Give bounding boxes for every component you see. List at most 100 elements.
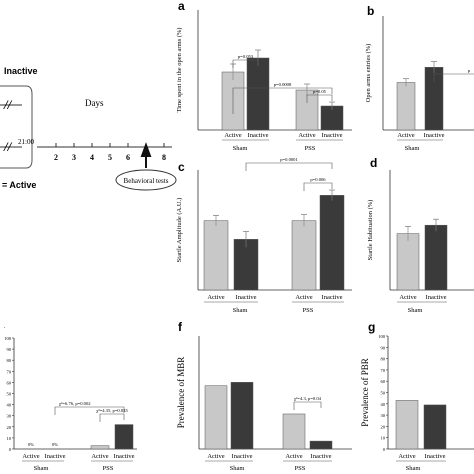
- y-tick-label: 10: [7, 436, 12, 441]
- significance-bracket: [433, 73, 474, 82]
- y-tick-label: 0: [383, 447, 386, 452]
- significance-bracket: [99, 413, 125, 422]
- significance-label: p=0.05: [313, 89, 327, 94]
- active-label: = Active: [2, 180, 36, 190]
- y-tick-label: 20: [381, 424, 386, 429]
- y-axis-label: Prevalence of MBR: [176, 357, 186, 428]
- y-tick-label: 100: [378, 334, 386, 339]
- day-tick-label: 2: [54, 153, 58, 162]
- y-tick-label: 70: [7, 369, 12, 374]
- group-label: PSS: [103, 465, 114, 472]
- category-label: Inactive: [236, 294, 257, 301]
- group-label: Sham: [406, 465, 421, 472]
- category-label: Inactive: [248, 132, 269, 139]
- group-label: Sham: [408, 307, 423, 314]
- panel-d: Startle Habituation (%) Active InactiveSha…: [367, 170, 474, 314]
- y-tick-label: 10: [381, 436, 386, 441]
- panel-letter-b: b: [367, 4, 374, 18]
- panel-a: Time spent in the open arms (%) Active Ina…: [176, 10, 352, 152]
- days-label: Days: [85, 98, 104, 108]
- panel-letter-a: a: [178, 0, 185, 13]
- bar-active: [396, 82, 416, 131]
- panel-letter-c: c: [178, 160, 185, 174]
- significance-label: χ²=6.76, p=0.002: [59, 401, 91, 407]
- bar-active: [203, 220, 229, 291]
- category-label: Active: [91, 453, 108, 460]
- y-axis-label: Prevalence of PBR: [360, 358, 370, 426]
- category-label: Inactive: [322, 132, 343, 139]
- y-tick-label: 40: [7, 403, 12, 408]
- group-label: Sham: [230, 465, 245, 472]
- bar-inactive: [114, 424, 134, 450]
- significance-label: p=0.0008: [274, 82, 292, 87]
- bar-inactive: [233, 239, 259, 291]
- bar-active: [396, 233, 420, 291]
- bar-active: [90, 445, 110, 450]
- category-label: Inactive: [424, 132, 445, 139]
- panel-c: Startle Amplitude (A.U.) Active Inactive Ac…: [176, 157, 352, 314]
- group-label: PSS: [303, 307, 314, 314]
- significance-bracket: [306, 94, 333, 103]
- behavioral-tests-bubble: [115, 169, 177, 191]
- y-tick-label: 90: [7, 347, 12, 352]
- category-label: Active: [285, 453, 302, 460]
- chart-panels: Time spent in the open arms (%) Active Ina…: [4, 10, 474, 472]
- bar-inactive: [424, 224, 448, 291]
- category-label: Inactive: [114, 453, 135, 460]
- bar-inactive: [423, 404, 447, 450]
- significance-bracket: [293, 401, 322, 410]
- category-label: Active: [295, 294, 312, 301]
- significance-label: χ²=4.35, p=0.035: [96, 408, 128, 414]
- bar-active: [282, 413, 306, 450]
- y-tick-label: 50: [381, 391, 386, 396]
- category-label: Inactive: [311, 453, 332, 460]
- y-tick-label: 80: [7, 358, 12, 363]
- significance-bracket: [232, 59, 259, 68]
- significance-label: χ²=4.3, p=0.04: [294, 396, 322, 402]
- y-axis-label: Startle Habituation (%): [367, 200, 374, 261]
- group-label: Sham: [34, 465, 49, 472]
- category-label: Active: [207, 294, 224, 301]
- significance-bracket: [303, 182, 333, 191]
- category-label: Active: [399, 294, 416, 301]
- y-tick-label: 20: [7, 425, 12, 430]
- significance-label: p: [468, 68, 471, 73]
- behavioral-tests-label: Behavioral tests: [124, 177, 169, 185]
- bar-active: [395, 400, 419, 450]
- category-label: Active: [398, 453, 415, 460]
- bar-value-label: 0%: [28, 442, 34, 447]
- y-tick-label: 90: [381, 345, 386, 350]
- bar-active: [204, 385, 228, 450]
- panel-letter-f: f: [178, 320, 183, 334]
- y-axis-label: Time spent in the open arms (%): [176, 28, 183, 113]
- y-tick-label: 80: [381, 357, 386, 362]
- category-label: Active: [397, 132, 414, 139]
- y-tick-label: 30: [7, 414, 12, 419]
- panel-letter-e: .: [4, 324, 6, 330]
- panel-letter-g: g: [368, 320, 375, 334]
- bar-value-label: 0%: [52, 442, 58, 447]
- y-tick-label: 60: [381, 379, 386, 384]
- significance-label: p=0.053: [238, 54, 254, 59]
- bar-active: [291, 220, 317, 291]
- significance-bracket: [54, 406, 125, 415]
- category-label: Inactive: [322, 294, 343, 301]
- category-label: Inactive: [425, 453, 446, 460]
- group-label: PSS: [295, 465, 306, 472]
- day-tick-label: 3: [72, 153, 76, 162]
- group-label: Sham: [405, 145, 420, 152]
- category-label: Active: [22, 453, 39, 460]
- behavioral-tests-arrow: [140, 142, 152, 168]
- y-axis-label: Open arms entries (%): [365, 44, 372, 103]
- y-tick-label: 50: [7, 392, 12, 397]
- day-tick-label: 6: [126, 153, 130, 162]
- schedule-bracket: [0, 85, 33, 169]
- category-label: Inactive: [426, 294, 447, 301]
- category-label: Inactive: [45, 453, 66, 460]
- significance-label: p=0.0001: [280, 157, 298, 162]
- panel-b: Open arms entries (%) Active Inactive Sham p: [365, 16, 474, 152]
- bar-inactive: [230, 382, 254, 450]
- bar-inactive: [319, 195, 345, 291]
- significance-bracket: [245, 162, 333, 171]
